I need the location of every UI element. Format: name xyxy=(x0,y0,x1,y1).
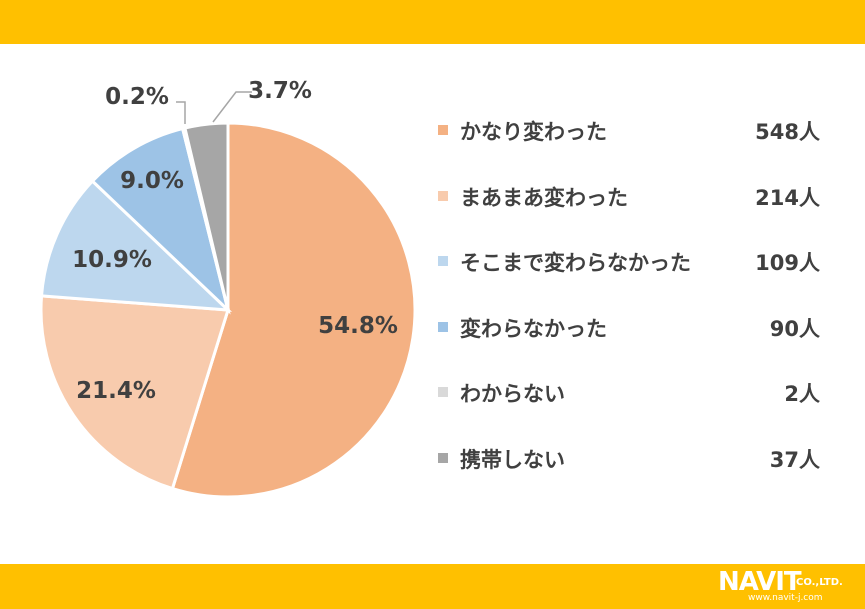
navit-logo: NAVIT CO.,LTD. www.navit-j.com xyxy=(718,567,858,605)
legend-label: まあまあ変わった xyxy=(460,185,628,210)
pie-slice xyxy=(170,121,417,499)
legend-label: 変わらなかった xyxy=(460,316,607,341)
legend-item: そこまで変わらなかった 109人 xyxy=(438,243,838,283)
legend-item: かなり変わった 548人 xyxy=(438,112,838,152)
legend-item: 変わらなかった 90人 xyxy=(438,309,838,349)
legend-swatch xyxy=(438,387,448,397)
data-label: 10.9% xyxy=(72,247,152,273)
logo-company-suffix: CO.,LTD. xyxy=(796,577,843,588)
bottom-banner xyxy=(0,564,865,609)
legend-item: わからない 2人 xyxy=(438,374,838,414)
legend-count: 548人 xyxy=(755,120,820,144)
logo-text: NAVIT xyxy=(718,567,802,597)
pie-slice xyxy=(90,126,231,315)
legend-label: そこまで変わらなかった xyxy=(460,251,691,275)
top-banner xyxy=(0,0,865,44)
leader-line xyxy=(176,101,186,124)
legend-swatch xyxy=(438,452,448,463)
legend-count: 214人 xyxy=(755,185,820,210)
data-label: 54.8% xyxy=(318,313,398,339)
data-label: 3.7% xyxy=(248,78,312,104)
legend-count: 2人 xyxy=(784,382,820,406)
legend-swatch xyxy=(438,125,448,135)
leader-line xyxy=(212,91,252,123)
legend-swatch xyxy=(438,190,448,201)
legend-swatch xyxy=(438,321,448,332)
logo-url: www.navit-j.com xyxy=(748,593,823,603)
legend-swatch xyxy=(438,256,448,266)
legend-item: 携帯しない 37人 xyxy=(438,440,838,480)
legend-label: わからない xyxy=(460,382,565,406)
legend-label: かなり変わった xyxy=(460,120,607,144)
data-label: 21.4% xyxy=(76,378,156,404)
legend-item: まあまあ変わった 214人 xyxy=(438,178,838,218)
legend-count: 109人 xyxy=(755,251,820,275)
pie-slice xyxy=(39,294,230,491)
legend-count: 90人 xyxy=(769,316,820,341)
legend-label: 携帯しない xyxy=(460,447,565,472)
pie-slice xyxy=(183,121,230,311)
data-label: 0.2% xyxy=(105,84,169,110)
pie-slice xyxy=(39,179,233,312)
legend-count: 37人 xyxy=(769,447,820,472)
data-label: 9.0% xyxy=(120,168,184,194)
